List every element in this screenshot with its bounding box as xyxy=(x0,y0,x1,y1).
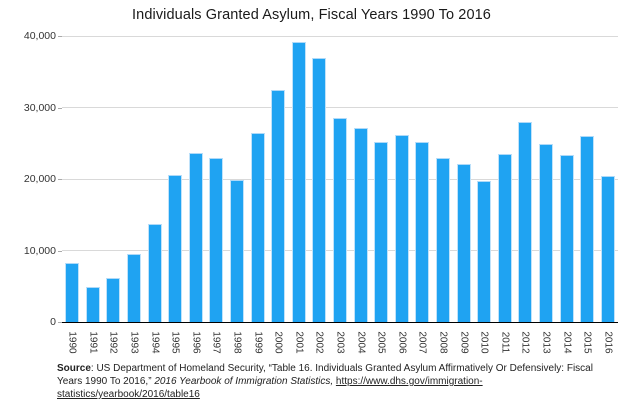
x-axis-tick-label-1999: 1999 xyxy=(252,331,264,354)
x-axis-tick-label-2010: 2010 xyxy=(478,331,490,354)
bar-1999 xyxy=(250,132,265,322)
x-axis-tick-label-1995: 1995 xyxy=(169,331,181,354)
x-axis-tick-label-1994: 1994 xyxy=(149,331,161,354)
gridline-30000 xyxy=(62,107,618,108)
x-axis-tick-label-2000: 2000 xyxy=(272,331,284,354)
bar-2012 xyxy=(518,121,533,322)
bar-1990 xyxy=(65,262,80,322)
bar-2005 xyxy=(374,141,389,322)
source-link[interactable]: https://www.dhs.gov/immigration-statisti… xyxy=(57,376,483,400)
y-axis-tick-label: 30,000 xyxy=(23,101,56,114)
x-axis-tick-label-1996: 1996 xyxy=(190,331,202,354)
x-axis-tick-label-1993: 1993 xyxy=(128,331,140,354)
x-axis-tick-label-2012: 2012 xyxy=(519,331,531,354)
bar-1991 xyxy=(85,286,100,322)
bar-2014 xyxy=(559,155,574,322)
x-axis-tick-label-2004: 2004 xyxy=(355,331,367,354)
y-axis-tick-label: 0 xyxy=(50,316,56,328)
bar-2006 xyxy=(394,134,409,322)
source-publication: 2016 Yearbook of Immigration Statistics, xyxy=(154,376,334,387)
x-axis-tick-label-2011: 2011 xyxy=(499,331,511,354)
gridline-40000 xyxy=(62,35,618,37)
bar-1995 xyxy=(168,174,183,322)
bar-2016 xyxy=(600,176,615,322)
x-axis-line xyxy=(62,322,618,323)
y-tick-mark xyxy=(58,36,62,37)
bar-1994 xyxy=(147,224,162,322)
bar-2008 xyxy=(435,158,450,322)
bar-1998 xyxy=(230,179,245,322)
chart-title: Individuals Granted Asylum, Fiscal Years… xyxy=(132,7,491,23)
x-axis-tick-label-1991: 1991 xyxy=(87,331,99,354)
y-axis-tick-label: 10,000 xyxy=(23,244,56,257)
x-axis-tick-label-2014: 2014 xyxy=(561,331,573,354)
x-axis-tick-label-1992: 1992 xyxy=(107,331,119,354)
plot-area: 0 10,000 20,000 30,000 40,000 1990 1991 1992 199… xyxy=(24,30,618,354)
x-axis-tick-label-2006: 2006 xyxy=(396,331,408,354)
y-tick-mark xyxy=(58,179,62,180)
bar-1992 xyxy=(106,277,121,322)
source-note: Source: US Department of Homeland Securi… xyxy=(57,362,618,401)
bar-2011 xyxy=(497,153,512,322)
x-axis-tick-label-1990: 1990 xyxy=(66,331,78,354)
x-axis-tick-label-2001: 2001 xyxy=(293,331,305,354)
y-tick-mark xyxy=(58,322,62,323)
bar-1996 xyxy=(188,153,203,322)
source-text: : US Department of Homeland Security, “T… xyxy=(57,363,593,387)
bar-2010 xyxy=(477,181,492,322)
bar-2004 xyxy=(353,127,368,322)
bar-1997 xyxy=(209,158,224,322)
bar-1993 xyxy=(127,254,142,322)
bar-2009 xyxy=(456,164,471,322)
x-axis-tick-label-2008: 2008 xyxy=(437,331,449,354)
y-axis-tick-label: 40,000 xyxy=(23,30,56,42)
y-tick-mark xyxy=(58,107,62,109)
x-axis-tick-label-2009: 2009 xyxy=(458,331,470,354)
x-axis-tick-label-2013: 2013 xyxy=(540,331,552,354)
bar-2002 xyxy=(312,58,327,322)
x-axis-tick-label-2007: 2007 xyxy=(416,331,428,354)
x-axis-tick-label-2003: 2003 xyxy=(334,331,346,354)
bar-2001 xyxy=(291,41,306,322)
bar-2007 xyxy=(415,141,430,322)
x-axis-tick-label-1997: 1997 xyxy=(210,331,222,354)
x-axis-tick-label-2015: 2015 xyxy=(581,331,593,354)
x-axis-tick-label-2002: 2002 xyxy=(313,331,325,354)
source-label: Source xyxy=(57,363,91,374)
x-axis-tick-label-2016: 2016 xyxy=(602,331,614,354)
x-axis-tick-label-1998: 1998 xyxy=(231,331,243,354)
y-tick-mark xyxy=(58,250,62,252)
bar-2013 xyxy=(538,143,553,322)
bar-2003 xyxy=(333,117,347,322)
y-axis-tick-label: 20,000 xyxy=(23,173,56,185)
bar-2000 xyxy=(271,89,286,322)
x-axis-tick-label-2005: 2005 xyxy=(375,331,387,354)
bar-2015 xyxy=(580,136,595,322)
